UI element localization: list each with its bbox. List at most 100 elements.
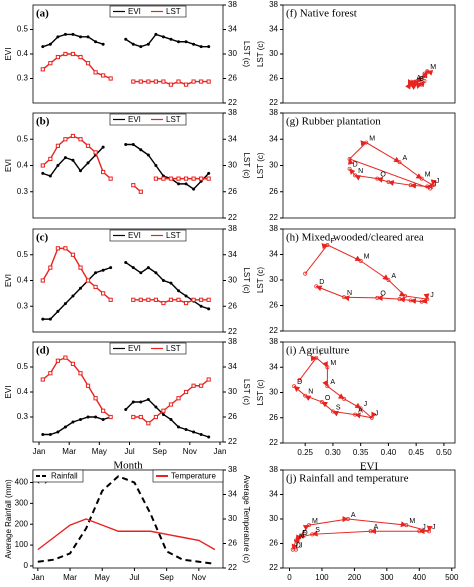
point	[161, 413, 165, 416]
point	[146, 421, 151, 426]
y2-tick-label: 26	[228, 539, 237, 548]
y2-tick-label: 30	[228, 387, 237, 396]
point	[191, 176, 196, 181]
point	[183, 389, 189, 395]
point	[169, 281, 173, 285]
point	[168, 176, 174, 181]
point	[131, 79, 136, 84]
point	[347, 156, 352, 161]
x-tick-label: 0.25	[297, 448, 313, 457]
x-tick-label: 200	[348, 573, 362, 582]
point	[419, 176, 424, 181]
plot-frame	[32, 341, 224, 443]
point	[108, 297, 113, 302]
point-label: O	[380, 171, 386, 178]
point	[131, 143, 135, 146]
x-tick-label: Sep	[160, 573, 175, 582]
panel-title: (i) Agriculture	[286, 345, 349, 357]
point	[404, 523, 409, 528]
y2-tick-label: 26	[228, 412, 237, 421]
y-tick-label: 30	[269, 275, 278, 284]
legend-label: Temperature	[171, 472, 216, 481]
y-tick-label: 22	[269, 563, 278, 572]
point-label: N	[347, 290, 352, 297]
point	[206, 79, 211, 84]
point	[427, 529, 431, 534]
y2-tick-label: 38	[228, 0, 237, 9]
x-tick-label: 100	[315, 573, 329, 582]
point	[207, 307, 211, 311]
panel-title: (d)	[36, 345, 50, 357]
point	[101, 145, 105, 149]
point-label: N	[308, 389, 313, 396]
point	[386, 278, 391, 282]
point	[56, 430, 60, 434]
point	[94, 271, 98, 275]
legend-label: EVI	[128, 115, 141, 124]
point	[419, 76, 424, 81]
y-tick-label: 38	[269, 108, 278, 117]
point	[139, 45, 143, 49]
point	[85, 143, 91, 148]
point-label: D	[296, 542, 301, 549]
point	[192, 187, 196, 191]
x-tick-label: 0.45	[408, 448, 424, 457]
y-tick-label: 30	[269, 388, 278, 397]
point	[56, 164, 60, 167]
loop-path	[293, 355, 377, 419]
point	[347, 166, 352, 171]
point-label: S	[315, 527, 320, 534]
point	[192, 42, 196, 46]
y-tick-label: 38	[269, 224, 278, 233]
point	[177, 182, 181, 186]
point-label: J	[436, 178, 440, 185]
point	[101, 42, 105, 46]
plot-frame	[282, 228, 456, 332]
point	[55, 143, 60, 148]
y-tick-label: 0.4	[17, 276, 29, 285]
point	[41, 171, 45, 175]
point	[55, 246, 60, 251]
series-line	[42, 135, 112, 180]
point	[314, 284, 319, 289]
y-tick-label: 38	[269, 337, 278, 346]
point	[428, 186, 432, 191]
point	[124, 260, 128, 264]
y-tick-label: 26	[269, 301, 278, 310]
point	[168, 402, 174, 407]
x-tick-label: Nov	[192, 573, 206, 582]
point	[63, 32, 67, 36]
point	[56, 309, 60, 313]
x-tick-label: 0.50	[436, 448, 452, 457]
series-line	[125, 261, 209, 310]
point	[86, 161, 90, 165]
panel-title: (c)	[36, 232, 49, 244]
y-axis-label: Average Rainfall (mm)	[4, 479, 13, 559]
x-tick-label: 0	[287, 573, 292, 582]
point	[41, 45, 45, 49]
point	[154, 164, 158, 167]
point	[55, 54, 60, 60]
series-line	[37, 475, 216, 565]
point	[161, 79, 166, 84]
point	[146, 398, 150, 401]
point	[79, 169, 82, 173]
y-tick-label: 30	[269, 514, 278, 523]
y-tick-label: 300	[15, 498, 29, 507]
x-tick-label: Jul	[124, 447, 134, 456]
point	[430, 183, 435, 188]
point-label: M	[425, 171, 431, 178]
point	[79, 35, 82, 39]
point	[153, 79, 158, 84]
point	[176, 176, 181, 181]
point	[425, 184, 430, 189]
x-tick-label: 300	[380, 573, 394, 582]
y-tick-label: 34	[269, 362, 278, 371]
point	[70, 252, 76, 257]
point	[71, 32, 75, 36]
y2-tick-label: 22	[228, 437, 237, 446]
point	[138, 297, 143, 302]
point	[408, 183, 413, 188]
point	[375, 176, 380, 181]
